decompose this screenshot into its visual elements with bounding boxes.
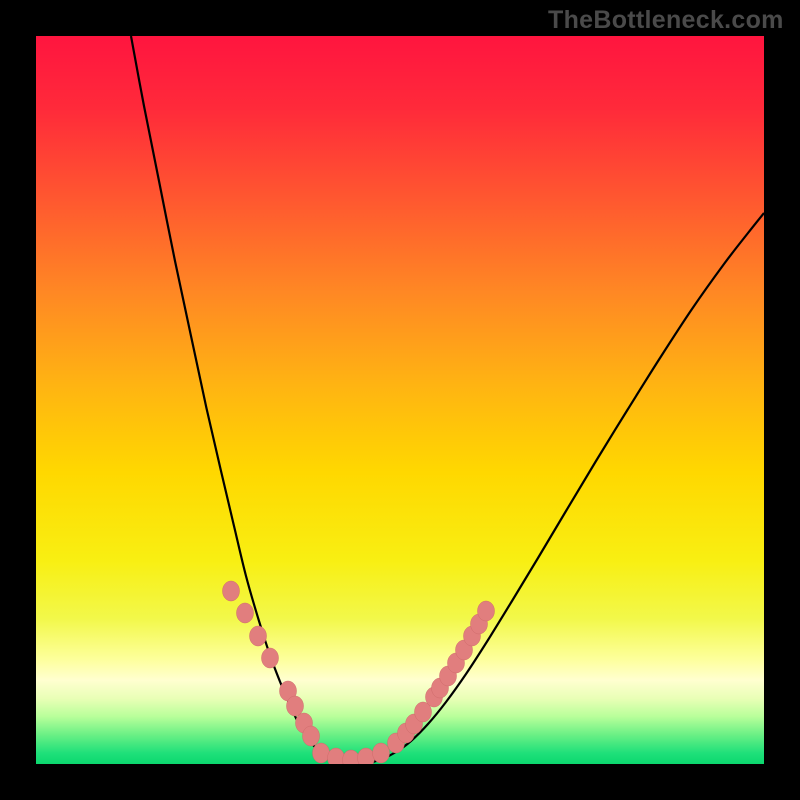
- watermark-text: TheBottleneck.com: [548, 6, 784, 35]
- gradient-background: [36, 36, 764, 764]
- chart-stage: TheBottleneck.com: [0, 0, 800, 800]
- plot-frame: [36, 36, 764, 764]
